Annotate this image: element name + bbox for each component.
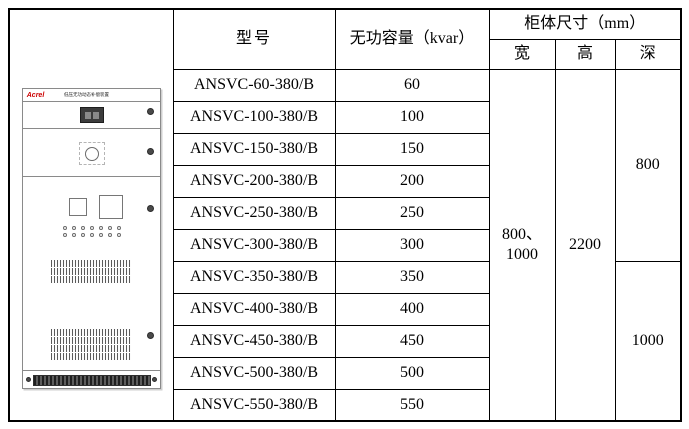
cabinet-drawing: Acrel 低压无功动态补偿装置 — [21, 88, 161, 389]
spec-table: Acrel 低压无功动态补偿装置 — [8, 8, 683, 422]
width-merged-cell: 800、1000 — [488, 68, 556, 422]
knob-outline — [78, 142, 105, 165]
header-capacity: 无功容量（kvar） — [334, 8, 490, 70]
capacity-cell: 300 — [334, 228, 490, 262]
acrel-logo: Acrel — [26, 91, 45, 99]
screw-icon — [146, 205, 154, 212]
cabinet-panel-knob — [22, 129, 160, 177]
knob-icon — [84, 146, 99, 161]
table-row: ANSVC-100-380/B 100 — [9, 100, 681, 134]
capacity-cell: 450 — [334, 324, 490, 358]
model-cell: ANSVC-500-380/B — [172, 356, 336, 390]
screw-icon — [146, 332, 154, 339]
depth-merged-cell-800: 800 — [614, 68, 682, 262]
large-button-icon — [98, 195, 123, 219]
depth-merged-cell-1000: 1000 — [614, 260, 682, 422]
model-cell: ANSVC-450-380/B — [172, 324, 336, 358]
screw-icon — [146, 108, 154, 115]
cabinet-image-cell: Acrel 低压无功动态补偿装置 — [8, 8, 174, 422]
height-merged-cell: 2200 — [554, 68, 616, 422]
meter-display-icon — [79, 107, 104, 123]
capacity-cell: 350 — [334, 260, 490, 294]
model-cell: ANSVC-250-380/B — [172, 196, 336, 230]
cabinet-panel-main — [22, 177, 160, 371]
table-row: ANSVC-250-380/B 250 — [9, 196, 681, 230]
table-row: ANSVC-60-380/B 60 800、1000 2200 800 — [9, 68, 682, 422]
capacity-cell: 500 — [334, 356, 490, 390]
capacity-cell: 60 — [334, 68, 490, 102]
table-row: ANSVC-550-380/B 550 — [9, 388, 681, 422]
screw-icon — [25, 377, 31, 382]
model-cell: ANSVC-60-380/B — [172, 68, 336, 102]
capacity-cell: 100 — [334, 100, 490, 134]
vent-grille-lower — [50, 329, 131, 361]
table-row: ANSVC-150-380/B 150 — [9, 132, 681, 166]
table-row: ANSVC-350-380/B 350 1000 — [9, 260, 682, 422]
table-row: ANSVC-400-380/B 400 — [9, 292, 681, 326]
capacity-cell: 250 — [334, 196, 490, 230]
table-row: ANSVC-200-380/B 200 — [9, 164, 681, 198]
cabinet-title-text: 低压无功动态补偿装置 — [64, 92, 110, 98]
table-row: ANSVC-500-380/B 500 — [9, 356, 681, 390]
vent-grille-upper — [50, 260, 131, 284]
base-vent-grille — [32, 375, 151, 386]
cabinet-nameplate: Acrel 低压无功动态补偿装置 — [22, 89, 160, 102]
screw-icon — [151, 377, 157, 382]
capacity-cell: 400 — [334, 292, 490, 326]
header-model: 型号 — [172, 8, 336, 70]
model-cell: ANSVC-150-380/B — [172, 132, 336, 166]
header-cabinet-size: 柜体尺寸（mm） — [488, 8, 682, 40]
model-cell: ANSVC-200-380/B — [172, 164, 336, 198]
indicator-dots — [62, 226, 121, 240]
model-cell: ANSVC-300-380/B — [172, 228, 336, 262]
cabinet-panel-display — [22, 101, 160, 129]
capacity-cell: 150 — [334, 132, 490, 166]
model-cell: ANSVC-400-380/B — [172, 292, 336, 326]
header-depth: 深 — [614, 38, 682, 70]
model-cell: ANSVC-550-380/B — [172, 388, 336, 422]
screw-icon — [146, 148, 154, 155]
capacity-cell: 550 — [334, 388, 490, 422]
header-height: 高 — [554, 38, 616, 70]
model-cell: ANSVC-350-380/B — [172, 260, 336, 294]
header-width: 宽 — [488, 38, 556, 70]
small-button-icon — [68, 198, 87, 216]
model-cell: ANSVC-100-380/B — [172, 100, 336, 134]
capacity-cell: 200 — [334, 164, 490, 198]
